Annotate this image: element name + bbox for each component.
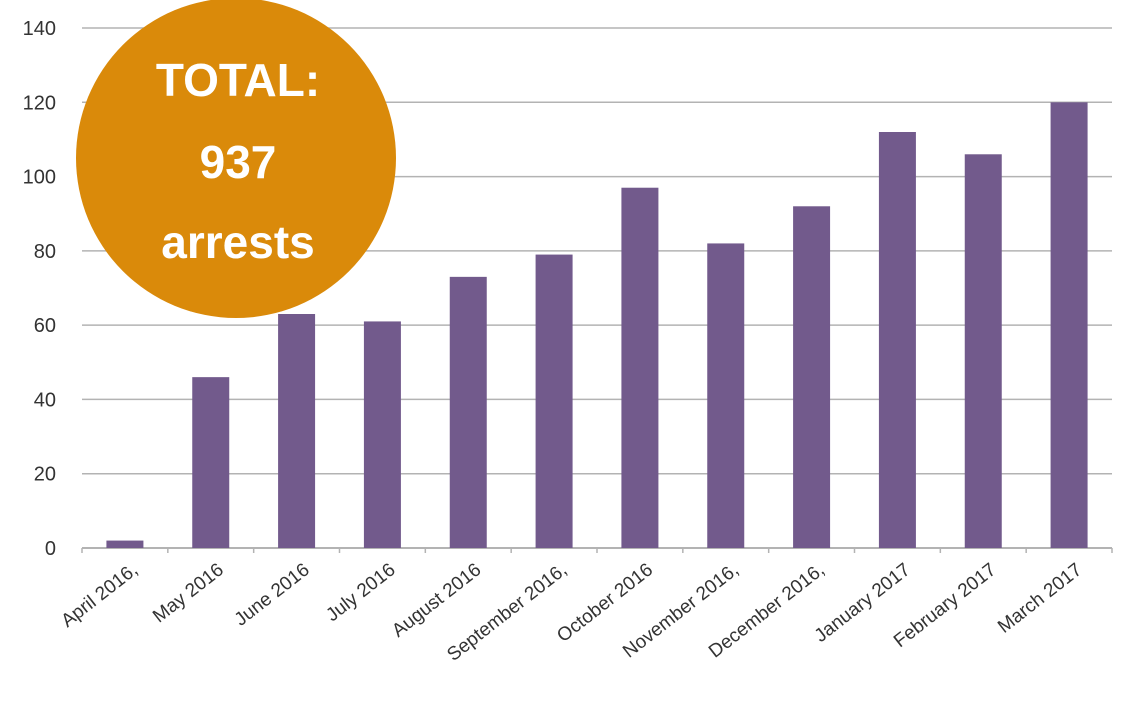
bar (1050, 102, 1088, 549)
bar (707, 243, 745, 548)
x-category-label: March 2017 (994, 559, 1086, 637)
bar (106, 540, 144, 548)
total-badge-circle (76, 0, 396, 318)
total-badge: TOTAL: 937 arrests (76, 0, 396, 318)
y-tick-label: 80 (34, 241, 56, 263)
x-category-label: April 2016, (57, 559, 142, 631)
y-tick-label: 140 (23, 18, 56, 40)
y-tick-label: 40 (34, 389, 56, 411)
bar (192, 377, 230, 548)
y-tick-label: 60 (34, 315, 56, 337)
badge-line-total: TOTAL: (156, 54, 320, 106)
bar (363, 321, 401, 548)
bar (278, 314, 316, 548)
y-axis-ticks: 0 20 40 60 80 100 120 140 (23, 18, 56, 560)
badge-line-count: 937 (200, 136, 277, 188)
x-category-label: May 2016 (149, 559, 228, 627)
bar (793, 206, 831, 549)
bar (964, 154, 1002, 549)
y-tick-label: 0 (45, 538, 56, 560)
badge-line-arrests: arrests (161, 216, 314, 268)
bar (878, 132, 916, 548)
bar (449, 276, 487, 548)
x-category-label: June 2016 (231, 559, 314, 630)
y-tick-label: 120 (23, 92, 56, 114)
y-tick-label: 20 (34, 464, 56, 486)
x-axis-labels: April 2016, May 2016 June 2016 July 2016Aug… (57, 559, 1086, 665)
bar (621, 187, 659, 548)
bar (535, 254, 573, 549)
y-tick-label: 100 (23, 167, 56, 189)
x-category-label: July 2016 (322, 559, 399, 626)
bars (106, 102, 1088, 549)
